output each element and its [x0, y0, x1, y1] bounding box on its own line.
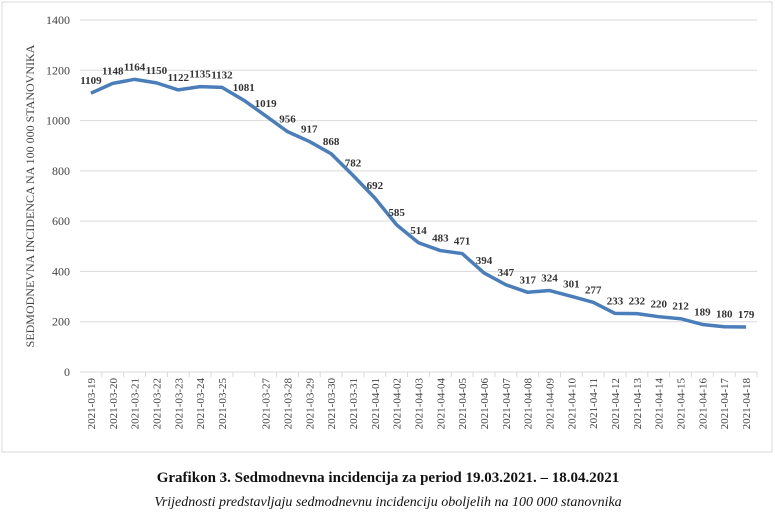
y-tick-label: 400: [52, 264, 70, 278]
y-tick-label: 800: [52, 164, 70, 178]
data-label: 180: [716, 309, 733, 321]
x-tick-label: 2021-03-22: [151, 378, 163, 429]
data-label: 179: [738, 309, 755, 321]
y-tick-label: 600: [52, 214, 70, 228]
data-label: 585: [388, 207, 405, 219]
x-tick-label: 2021-04-08: [523, 378, 535, 430]
y-tick-label: 1400: [46, 13, 70, 27]
data-label: 514: [410, 225, 427, 237]
data-label: 1081: [233, 82, 255, 94]
x-tick-label: 2021-04-05: [457, 378, 469, 430]
data-label: 301: [563, 278, 580, 290]
data-label: 1150: [146, 65, 168, 77]
y-tick-label: 1200: [46, 63, 70, 77]
x-tick-label: 2021-04-09: [545, 378, 557, 430]
data-label: 189: [694, 306, 711, 318]
data-label: 1019: [255, 98, 278, 110]
data-label: 220: [650, 299, 667, 311]
x-tick-label: 2021-04-01: [370, 378, 382, 429]
x-tick-label: 2021-04-04: [435, 378, 447, 430]
subcaption: Vrijednosti predstavljaju sedmodnevnu in…: [154, 495, 621, 510]
x-tick-label: 2021-04-16: [697, 378, 709, 430]
data-label: 1109: [80, 75, 102, 87]
x-tick-label: 2021-03-19: [86, 378, 98, 430]
data-label: 233: [607, 295, 624, 307]
x-tick-label: 2021-03-28: [282, 378, 294, 430]
data-label: 347: [498, 267, 515, 279]
x-tick-label: 2021-04-18: [741, 378, 753, 430]
x-tick-label: 2021-04-03: [414, 378, 426, 430]
data-label: 1135: [189, 69, 211, 81]
x-tick-label: 2021-04-10: [566, 378, 578, 430]
x-tick-label: 2021-03-24: [195, 378, 207, 430]
x-tick-label: 2021-03-29: [304, 378, 316, 430]
x-tick-label: 2021-04-11: [588, 378, 600, 429]
data-label: 324: [541, 273, 558, 285]
x-tick-label: 2021-03-20: [108, 378, 120, 430]
data-label: 956: [279, 114, 296, 126]
data-label: 317: [519, 274, 536, 286]
data-label: 782: [345, 157, 362, 169]
x-tick-label: 2021-04-14: [654, 378, 666, 430]
x-tick-label: 2021-04-13: [632, 378, 644, 430]
caption: Grafikon 3. Sedmodnevna incidencija za p…: [157, 470, 620, 486]
x-tick-label: 2021-04-06: [479, 378, 491, 430]
y-tick-label: 1000: [46, 114, 70, 128]
x-tick-label: 2021-03-23: [173, 378, 185, 430]
chart-border: [1, 1, 773, 453]
data-label: 277: [585, 284, 602, 296]
x-tick-label: 2021-03-27: [261, 378, 273, 430]
data-label: 868: [323, 136, 340, 148]
y-tick-label: 0: [64, 365, 70, 379]
x-tick-label: 2021-04-07: [501, 378, 513, 430]
y-tick-label: 200: [52, 315, 70, 329]
data-label: 917: [301, 123, 318, 135]
x-tick-label: 2021-04-02: [392, 378, 404, 429]
data-label: 212: [672, 301, 689, 313]
x-tick-label: 2021-03-21: [130, 378, 142, 429]
data-label: 232: [629, 296, 646, 308]
x-tick-label: 2021-03-30: [326, 378, 338, 430]
data-label: 483: [432, 233, 449, 245]
data-label: 692: [367, 180, 384, 192]
x-tick-label: 2021-04-15: [676, 378, 688, 430]
x-tick-label: 2021-04-17: [719, 378, 731, 430]
data-label: 1164: [124, 61, 146, 73]
x-tick-label: 2021-03-25: [217, 378, 229, 430]
data-line: [90, 77, 747, 329]
y-axis-label: SEDMODNEVNA INCIDENCA NA 100 000 STANOVN…: [23, 44, 37, 347]
data-label: 1132: [211, 69, 233, 81]
data-label: 1148: [102, 65, 124, 77]
data-label: 471: [454, 236, 471, 248]
x-tick-label: 2021-04-12: [610, 378, 622, 429]
x-tick-label: 2021-03-31: [348, 378, 360, 429]
data-label: 394: [476, 255, 493, 267]
data-label: 1122: [168, 72, 190, 84]
